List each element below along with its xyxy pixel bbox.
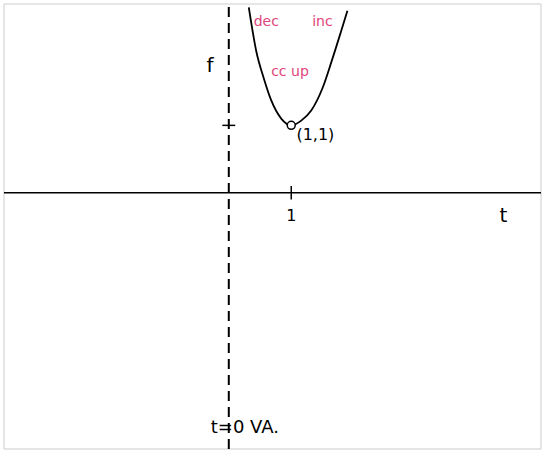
svg-text:f: f: [206, 53, 214, 77]
svg-text:t: t: [499, 203, 507, 227]
svg-text:(1,1): (1,1): [296, 125, 334, 144]
svg-text:inc: inc: [312, 13, 332, 29]
svg-text:1: 1: [286, 206, 296, 225]
svg-text:cc up: cc up: [271, 63, 309, 79]
svg-text:dec: dec: [254, 13, 279, 29]
svg-text:t=0 VA.: t=0 VA.: [211, 416, 279, 437]
